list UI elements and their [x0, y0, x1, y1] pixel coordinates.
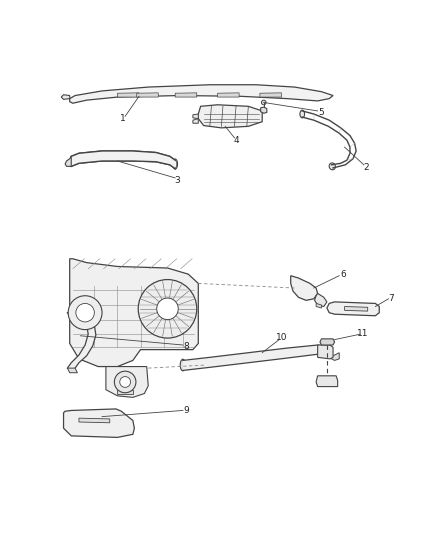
- Text: 8: 8: [183, 342, 189, 351]
- Polygon shape: [198, 105, 262, 128]
- Circle shape: [68, 296, 102, 329]
- Polygon shape: [64, 409, 134, 438]
- Polygon shape: [117, 93, 139, 97]
- Polygon shape: [137, 93, 158, 97]
- Polygon shape: [175, 93, 197, 97]
- Circle shape: [114, 371, 136, 393]
- Text: 6: 6: [340, 270, 346, 279]
- Polygon shape: [261, 107, 267, 113]
- Polygon shape: [260, 93, 282, 97]
- Ellipse shape: [329, 163, 336, 170]
- Circle shape: [254, 354, 261, 360]
- Circle shape: [95, 425, 101, 431]
- Polygon shape: [183, 345, 332, 370]
- Circle shape: [120, 377, 131, 387]
- Polygon shape: [327, 302, 379, 316]
- Text: 7: 7: [388, 294, 394, 303]
- Polygon shape: [316, 376, 338, 386]
- Text: 5: 5: [318, 108, 324, 117]
- Polygon shape: [345, 306, 367, 311]
- Polygon shape: [291, 276, 318, 301]
- Polygon shape: [332, 353, 339, 360]
- Ellipse shape: [173, 159, 177, 169]
- Ellipse shape: [300, 110, 304, 118]
- Text: 4: 4: [233, 136, 239, 144]
- Polygon shape: [70, 259, 198, 367]
- Polygon shape: [193, 114, 198, 119]
- Polygon shape: [106, 367, 148, 398]
- Polygon shape: [67, 368, 78, 373]
- Circle shape: [157, 298, 178, 320]
- Polygon shape: [79, 418, 110, 423]
- Polygon shape: [318, 345, 333, 359]
- Text: 10: 10: [276, 333, 287, 342]
- Text: 2: 2: [364, 163, 369, 172]
- Polygon shape: [117, 390, 133, 393]
- Text: 9: 9: [184, 406, 190, 415]
- Polygon shape: [65, 156, 71, 166]
- Ellipse shape: [173, 160, 177, 167]
- Polygon shape: [316, 303, 321, 308]
- Text: 3: 3: [175, 176, 180, 185]
- Circle shape: [229, 89, 234, 94]
- Text: 11: 11: [357, 329, 369, 338]
- Polygon shape: [320, 339, 335, 345]
- Text: 1: 1: [120, 114, 126, 123]
- Polygon shape: [61, 95, 70, 99]
- Polygon shape: [67, 313, 96, 368]
- Polygon shape: [71, 151, 175, 168]
- Polygon shape: [70, 85, 333, 103]
- Polygon shape: [67, 313, 78, 317]
- Circle shape: [76, 303, 94, 322]
- Polygon shape: [193, 119, 198, 123]
- Polygon shape: [314, 294, 327, 306]
- Circle shape: [138, 280, 197, 338]
- Polygon shape: [218, 93, 239, 97]
- Ellipse shape: [180, 359, 186, 371]
- Circle shape: [261, 100, 266, 105]
